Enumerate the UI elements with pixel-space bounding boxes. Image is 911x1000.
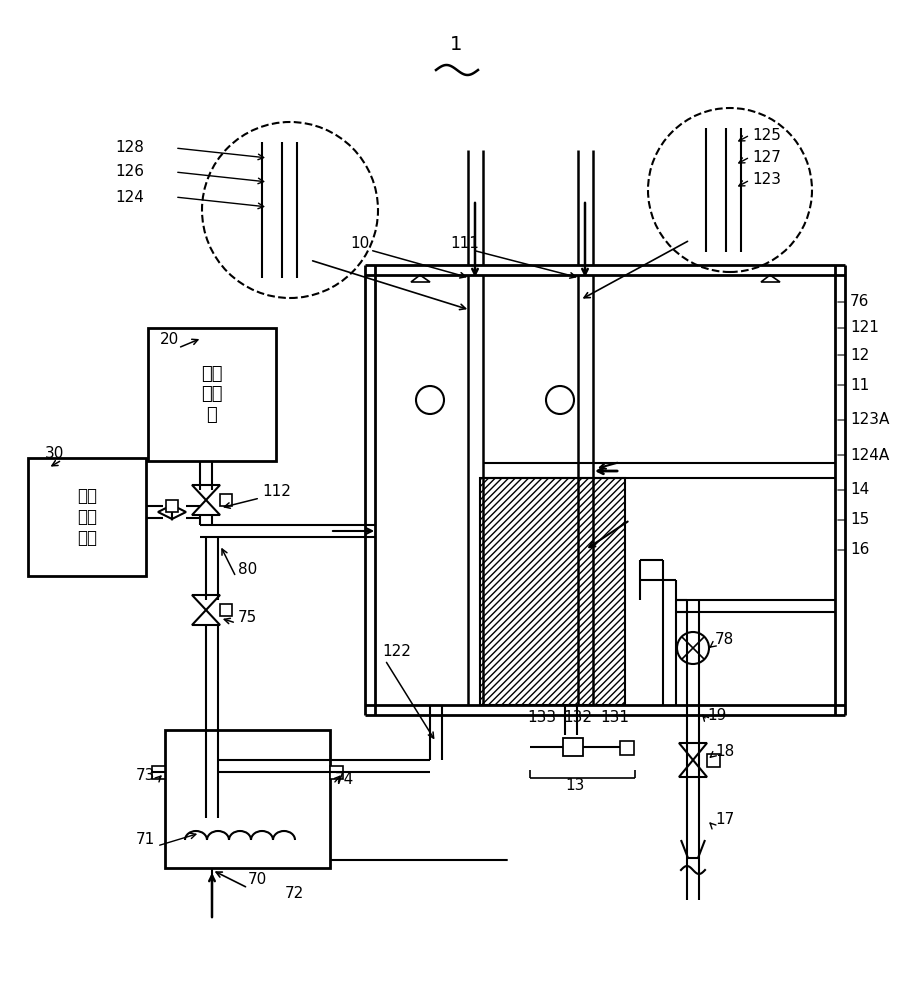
Text: 30: 30 (45, 446, 65, 460)
Bar (165, 730, 330, 868)
Text: 128: 128 (115, 140, 144, 155)
Text: 70: 70 (248, 872, 267, 888)
Bar (479, 478, 624, 705)
Polygon shape (172, 505, 186, 519)
Bar (619, 741, 633, 755)
Bar (148, 328, 276, 461)
Text: 73: 73 (136, 768, 155, 784)
Text: 10: 10 (350, 235, 369, 250)
Text: 11: 11 (849, 377, 868, 392)
Polygon shape (192, 595, 220, 610)
Bar (28, 458, 146, 576)
Text: 14: 14 (849, 483, 868, 497)
Text: 19: 19 (706, 708, 725, 722)
Text: 112: 112 (261, 485, 291, 499)
Text: 72: 72 (284, 886, 304, 900)
Text: 111: 111 (449, 235, 478, 250)
Text: 20: 20 (159, 332, 179, 348)
Bar (220, 604, 231, 616)
Bar (220, 494, 231, 506)
Text: 131: 131 (599, 710, 629, 726)
Polygon shape (192, 500, 220, 515)
Text: 122: 122 (382, 645, 411, 660)
Text: 15: 15 (849, 512, 868, 528)
Polygon shape (411, 275, 429, 282)
Text: 125: 125 (752, 127, 780, 142)
Polygon shape (760, 275, 779, 282)
Polygon shape (192, 485, 220, 500)
Text: 17: 17 (714, 812, 733, 828)
Text: 132: 132 (562, 710, 591, 726)
Text: 123: 123 (752, 172, 780, 188)
Bar (330, 766, 343, 779)
Text: 124: 124 (115, 190, 144, 205)
Text: 80: 80 (238, 562, 257, 578)
Text: 71: 71 (136, 832, 155, 848)
Polygon shape (679, 760, 706, 777)
Text: 121: 121 (849, 320, 878, 336)
Polygon shape (192, 610, 220, 625)
Bar (706, 754, 719, 767)
Text: 1: 1 (449, 35, 462, 54)
Text: 76: 76 (849, 294, 868, 310)
Text: 12: 12 (849, 348, 868, 362)
Text: 133: 133 (527, 710, 556, 726)
Text: 臭氧
水混
合器: 臭氧 水混 合器 (77, 487, 97, 547)
Text: 124A: 124A (849, 448, 888, 462)
Text: 75: 75 (238, 610, 257, 626)
Text: 13: 13 (565, 778, 584, 792)
Polygon shape (158, 505, 172, 519)
Polygon shape (679, 743, 706, 760)
Text: 123A: 123A (849, 412, 888, 428)
Bar (562, 738, 582, 756)
Text: 78: 78 (714, 633, 733, 648)
Bar (166, 500, 178, 512)
Text: 18: 18 (714, 744, 733, 760)
Text: 臭氧
发生
器: 臭氧 发生 器 (201, 365, 222, 424)
Text: 126: 126 (115, 164, 144, 180)
Bar (152, 766, 165, 779)
Text: 127: 127 (752, 149, 780, 164)
Text: 74: 74 (334, 772, 353, 788)
Text: 16: 16 (849, 542, 868, 558)
